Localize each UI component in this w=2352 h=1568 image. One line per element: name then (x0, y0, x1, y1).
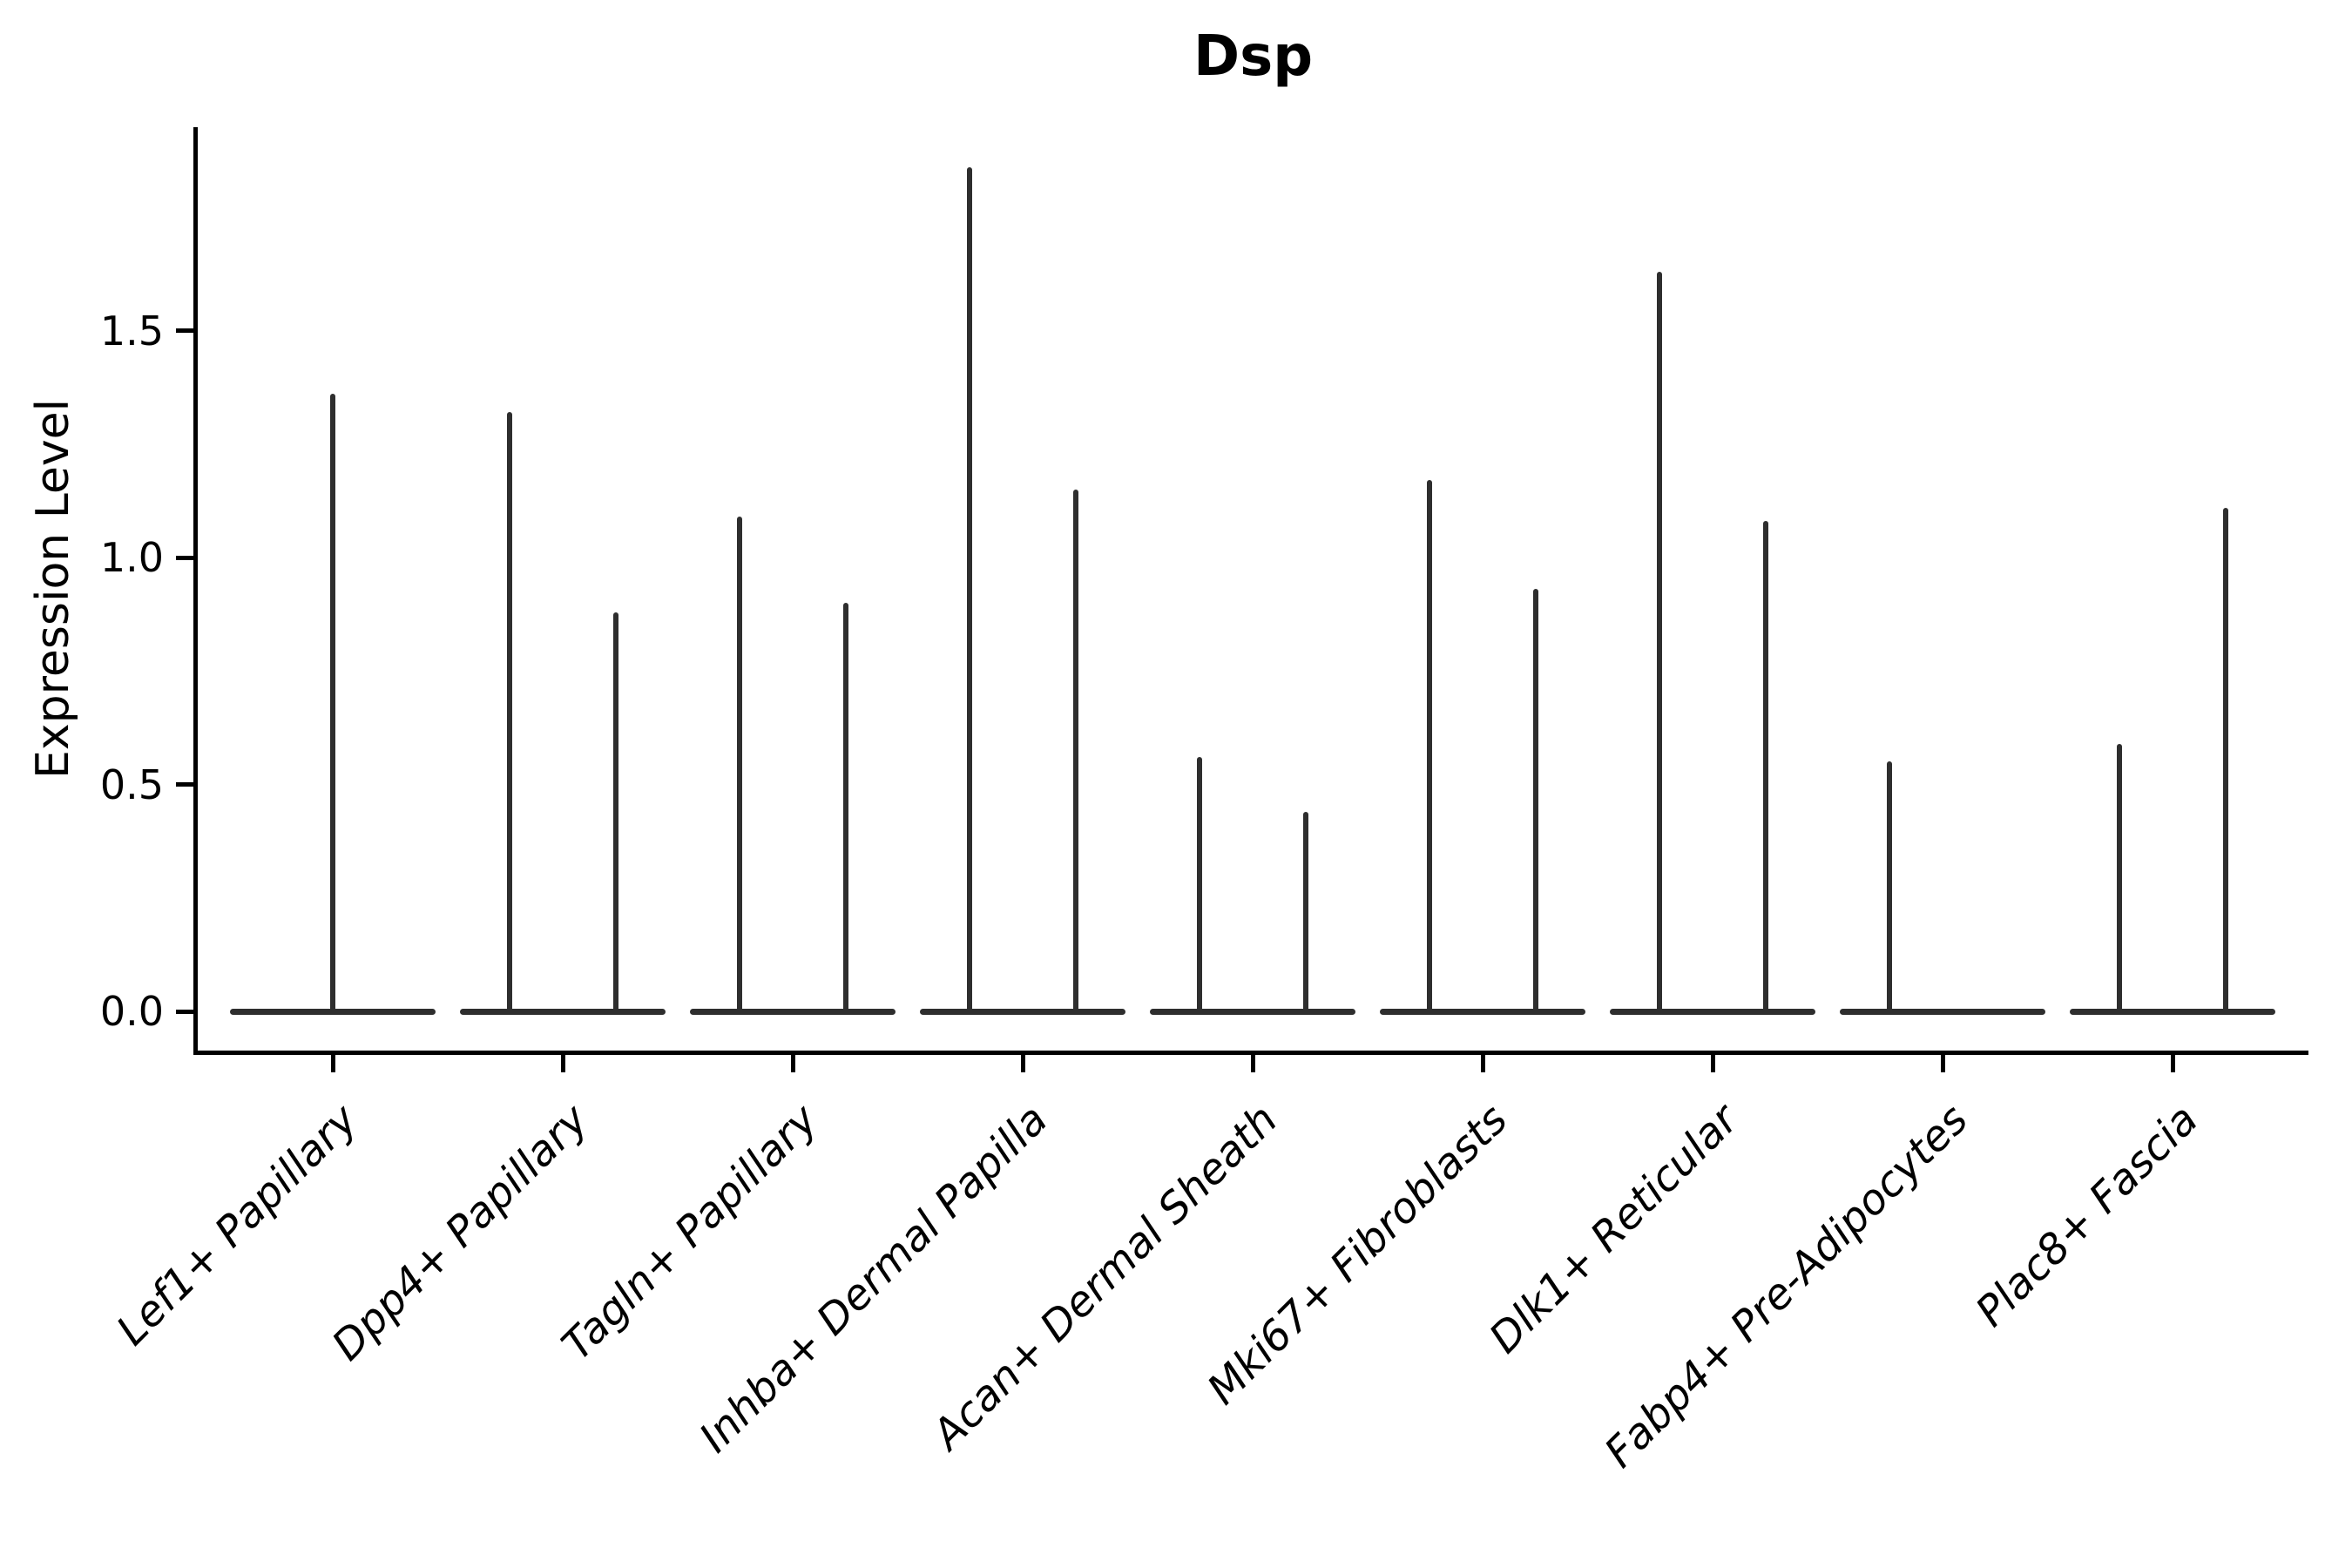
x-tick-mark (560, 1055, 565, 1072)
y-tick-label: 0.5 (99, 760, 164, 808)
x-tick-mark (1480, 1055, 1485, 1072)
y-axis-spine (193, 127, 198, 1055)
y-tick-label: 1.0 (99, 534, 164, 581)
x-tick-mark (1250, 1055, 1255, 1072)
violin-baseline (1380, 1008, 1585, 1015)
y-tick-label: 0.0 (99, 988, 164, 1035)
y-tick-mark (176, 782, 193, 787)
violin-spike (737, 517, 742, 1011)
x-tick-mark (1710, 1055, 1715, 1072)
violin-spike (613, 612, 618, 1011)
violin-spike (507, 412, 512, 1011)
violin-spike (1427, 480, 1432, 1011)
violin-baseline (2070, 1008, 2275, 1015)
chart-title: Dsp (1193, 24, 1314, 89)
x-tick-label: Fabp4+ Pre-Adipocytes (1595, 1095, 1977, 1477)
violin-spike (1303, 811, 1308, 1011)
violin-spike (1657, 271, 1662, 1011)
violin-spike (967, 166, 972, 1011)
violin-spike (2223, 507, 2228, 1011)
x-tick-label: Dlk1+ Reticular (1479, 1095, 1747, 1363)
x-tick-label: Lef1+ Papillary (107, 1095, 368, 1355)
y-tick-mark (176, 328, 193, 333)
x-tick-mark (1940, 1055, 1945, 1072)
violin-baseline (1150, 1008, 1355, 1015)
violin-baseline (1840, 1008, 2045, 1015)
violin-spike (1197, 757, 1202, 1011)
x-tick-label: Plac8+ Fascia (1966, 1095, 2207, 1336)
violin-baseline (690, 1008, 896, 1015)
x-tick-mark (1020, 1055, 1025, 1072)
violin-spike (1763, 521, 1768, 1011)
violin-spike (1533, 589, 1538, 1011)
x-axis-spine (193, 1051, 2308, 1055)
y-tick-mark (176, 555, 193, 560)
violin-baseline (230, 1008, 436, 1015)
violin-spike (1073, 489, 1078, 1011)
x-tick-mark (790, 1055, 795, 1072)
violin-spike (843, 603, 848, 1011)
violin-spike (330, 394, 335, 1011)
y-tick-label: 1.5 (99, 307, 164, 355)
x-tick-mark (2170, 1055, 2175, 1072)
violin-baseline (1610, 1008, 1815, 1015)
violin-baseline (920, 1008, 1125, 1015)
violin-spike (2117, 743, 2122, 1011)
violin-spike (1887, 761, 1892, 1011)
y-tick-mark (176, 1009, 193, 1014)
x-tick-mark (330, 1055, 335, 1072)
violin-baseline (460, 1008, 666, 1015)
